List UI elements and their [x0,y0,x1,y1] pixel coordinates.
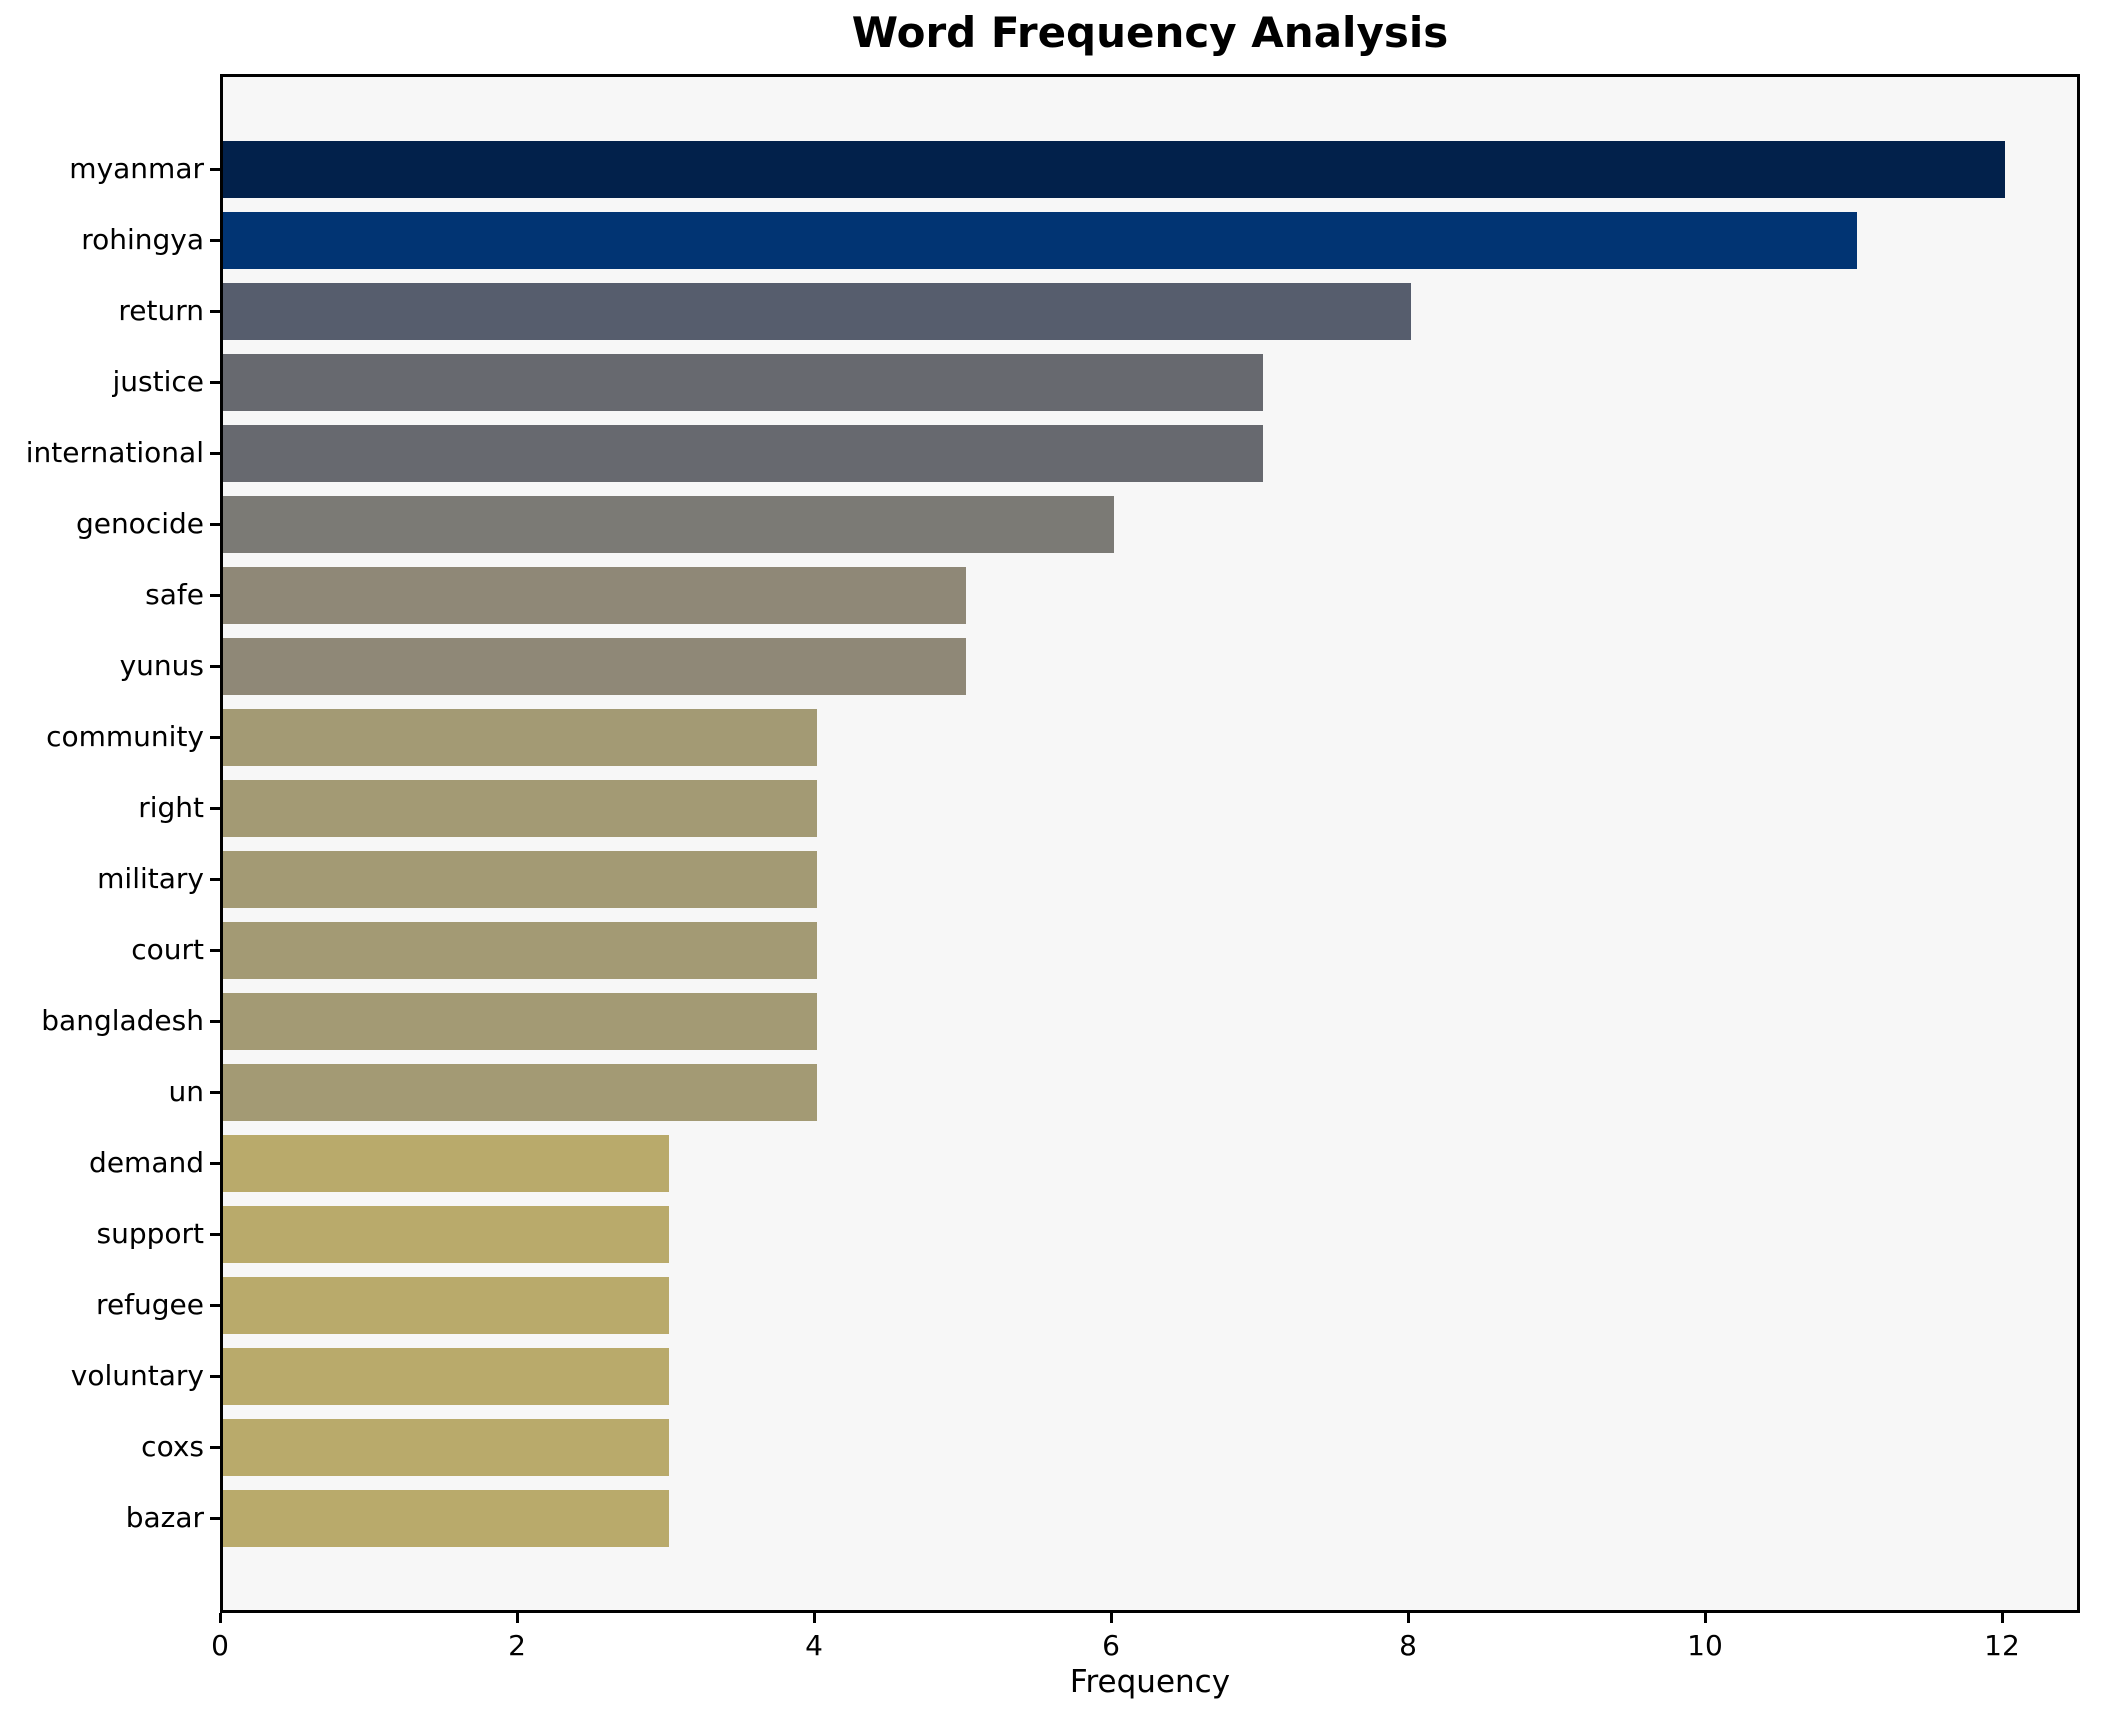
bar-justice [223,353,1263,411]
x-tick-label-12: 12 [1984,1629,2020,1662]
bar-bangladesh [223,992,817,1050]
y-tick-label-demand: demand [89,1146,204,1179]
x-tick-label-4: 4 [805,1629,823,1662]
y-tick-label-court: court [131,933,204,966]
y-axis-tick [210,878,220,881]
y-tick-label-right: right [138,791,204,824]
bar-safe [223,566,966,624]
y-axis-tick [210,949,220,952]
y-tick-label-safe: safe [145,578,204,611]
x-axis-tick [1407,1613,1410,1623]
y-axis-tick [210,594,220,597]
x-tick-label-2: 2 [508,1629,526,1662]
x-tick-label-0: 0 [211,1629,229,1662]
bar-support [223,1205,669,1263]
bar-court [223,921,817,979]
y-tick-label-support: support [96,1217,204,1250]
bar-un [223,1063,817,1121]
y-tick-label-justice: justice [112,365,205,398]
bar-yunus [223,637,966,695]
plot-area [220,74,2080,1613]
bar-myanmar [223,140,2005,198]
y-axis-tick [210,1020,220,1023]
bar-voluntary [223,1347,669,1405]
bar-demand [223,1134,669,1192]
y-axis-tick [210,1375,220,1378]
y-tick-label-community: community [46,720,204,753]
x-axis-tick [516,1613,519,1623]
x-axis-tick [219,1613,222,1623]
y-tick-label-bangladesh: bangladesh [41,1004,204,1037]
y-axis-tick [210,1446,220,1449]
y-axis-tick [210,736,220,739]
bar-military [223,850,817,908]
y-axis-tick [210,1162,220,1165]
bar-coxs [223,1418,669,1476]
y-tick-label-genocide: genocide [75,507,204,540]
bar-right [223,779,817,837]
x-tick-label-10: 10 [1687,1629,1723,1662]
bar-rohingya [223,211,1857,269]
y-axis-tick [210,1517,220,1520]
x-axis-tick [813,1613,816,1623]
y-axis-tick [210,523,220,526]
bar-genocide [223,495,1114,553]
y-tick-label-return: return [118,294,204,327]
y-axis-tick [210,665,220,668]
x-tick-label-6: 6 [1102,1629,1120,1662]
y-axis-tick [210,168,220,171]
y-tick-label-voluntary: voluntary [70,1359,204,1392]
y-axis-tick [210,1091,220,1094]
y-axis-tick [210,239,220,242]
y-axis-tick [210,1233,220,1236]
chart-title: Word Frequency Analysis [851,8,1449,57]
y-tick-label-international: international [25,436,204,469]
y-tick-label-coxs: coxs [141,1430,204,1463]
y-axis-tick [210,381,220,384]
bar-international [223,424,1263,482]
y-tick-label-military: military [97,862,204,895]
x-tick-label-8: 8 [1399,1629,1417,1662]
y-axis-tick [210,1304,220,1307]
y-tick-label-bazar: bazar [125,1501,204,1534]
x-axis-tick [1704,1613,1707,1623]
bar-bazar [223,1489,669,1547]
y-tick-label-un: un [168,1075,205,1108]
y-axis-tick [210,807,220,810]
bar-community [223,708,817,766]
bar-refugee [223,1276,669,1334]
x-axis-tick [1110,1613,1113,1623]
y-axis-tick [210,310,220,313]
x-axis-tick [2001,1613,2004,1623]
y-axis-tick [210,452,220,455]
x-axis-label: Frequency [1069,1664,1231,1700]
y-tick-label-rohingya: rohingya [81,223,204,256]
y-tick-label-myanmar: myanmar [69,152,204,185]
y-tick-label-refugee: refugee [96,1288,204,1321]
y-tick-label-yunus: yunus [119,649,204,682]
bar-return [223,282,1411,340]
